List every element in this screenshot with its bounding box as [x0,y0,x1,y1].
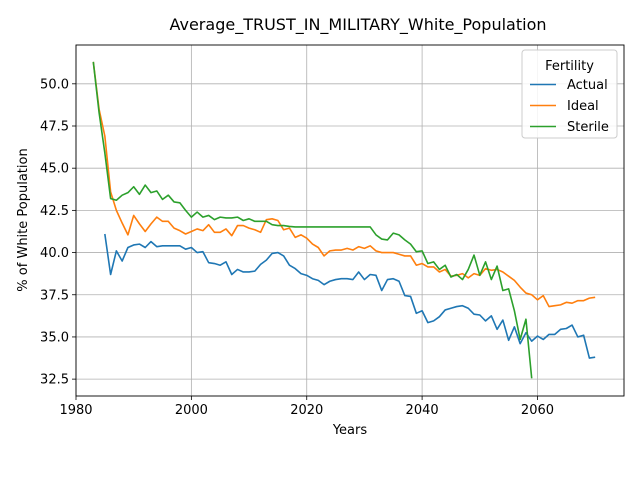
y-tick-label: 37.5 [40,288,69,303]
y-tick-label: 45.0 [40,162,69,177]
x-tick-label: 2020 [290,403,323,418]
x-tick-label: 2060 [521,403,554,418]
x-tick-label: 2000 [175,403,208,418]
y-tick-label: 42.5 [40,204,69,219]
legend-box [521,49,618,139]
x-tick-label: 1980 [59,403,92,418]
legend-label-ideal: Ideal [567,99,599,114]
legend: Fertility Actual Ideal Sterile [521,49,618,139]
y-tick-label: 40.0 [40,246,69,261]
y-tick-label: 47.5 [40,120,69,135]
x-axis-label: Years [332,423,368,438]
series-line-ideal [92,61,596,308]
chart-title: Average_TRUST_IN_MILITARY_White_Populati… [169,15,546,35]
axis-ticks: 1980 2000 2020 2040 2060 32.5 35.0 37.5 40.0 42.5… [40,77,554,418]
y-tick-label: 50.0 [40,77,69,92]
series-lines [92,61,596,379]
grid [75,45,624,396]
y-axis-label: % of White Population [16,148,31,291]
plot-frame [75,44,625,397]
series-line-actual [104,233,596,359]
y-tick-label: 32.5 [40,373,69,388]
series-line-sterile [92,61,533,379]
legend-label-sterile: Sterile [567,120,609,135]
y-tick-label: 35.0 [40,330,69,345]
legend-title: Fertility [545,59,594,74]
x-tick-label: 2040 [406,403,439,418]
legend-label-actual: Actual [567,78,608,93]
